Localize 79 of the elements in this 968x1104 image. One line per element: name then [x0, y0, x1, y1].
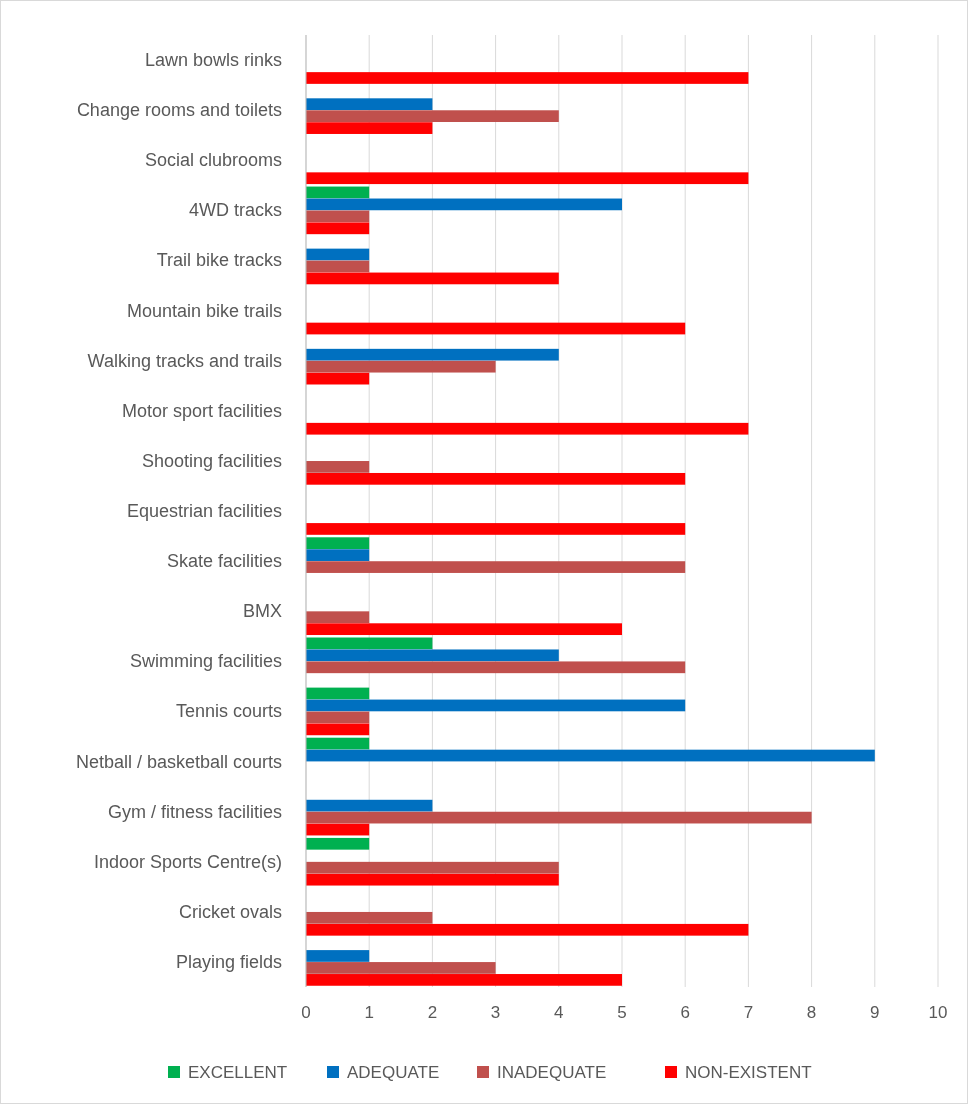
y-tick-label: Gym / fitness facilities — [107, 801, 282, 822]
bar — [306, 210, 370, 223]
bar — [306, 549, 370, 561]
bar — [306, 461, 370, 473]
bar — [306, 723, 370, 736]
bar — [306, 248, 370, 261]
x-tick-label: 3 — [490, 1003, 501, 1022]
bar — [306, 811, 812, 824]
bar — [306, 272, 559, 285]
y-tick-label: Equestrian facilities — [126, 501, 282, 521]
bar — [306, 950, 370, 962]
bar — [306, 611, 370, 624]
y-tick-label: Skate facilities — [166, 551, 282, 572]
y-tick-label: Netball / basketball courts — [75, 751, 282, 772]
bar — [306, 637, 433, 650]
bar — [306, 422, 749, 435]
legend-label: ADEQUATE — [347, 1063, 440, 1082]
x-tick-label: 10 — [928, 1003, 948, 1022]
x-tick-label: 5 — [617, 1003, 627, 1022]
y-tick-label: Playing fields — [175, 951, 282, 972]
bar — [306, 823, 370, 836]
bar — [306, 962, 496, 974]
x-tick-label: 8 — [806, 1003, 817, 1022]
bar — [306, 172, 749, 185]
y-tick-label: 4WD tracks — [188, 200, 282, 221]
bar — [306, 72, 749, 84]
bar — [306, 799, 433, 812]
bar — [306, 322, 686, 335]
bar — [306, 561, 686, 573]
y-tick-label: Social clubrooms — [144, 150, 282, 171]
y-tick-label: BMX — [242, 601, 282, 622]
bar — [306, 623, 622, 636]
bar — [306, 110, 559, 122]
bar — [306, 348, 559, 361]
y-tick-label: Shooting facilities — [141, 450, 282, 471]
bar — [306, 198, 622, 211]
bar — [306, 537, 370, 550]
y-tick-label: Walking tracks and trails — [87, 350, 282, 371]
y-tick-label: Indoor Sports Centre(s) — [93, 851, 282, 872]
y-tick-label: Motor sport facilities — [121, 400, 282, 421]
bar — [306, 661, 686, 674]
bar — [306, 222, 370, 235]
y-tick-label: Cricket ovals — [178, 901, 282, 922]
bar — [306, 472, 686, 485]
bar — [306, 122, 433, 134]
bar — [306, 974, 622, 986]
y-tick-label: Tennis courts — [175, 701, 282, 722]
x-tick-label: 0 — [301, 1003, 311, 1022]
y-tick-label: Trail bike tracks — [156, 250, 282, 271]
x-tick-label: 4 — [554, 1003, 564, 1022]
bar — [306, 861, 559, 874]
x-tick-label: 6 — [680, 1003, 690, 1022]
y-tick-label: Lawn bowls rinks — [144, 50, 282, 71]
legend-label: NON-EXISTENT — [685, 1063, 812, 1082]
bar — [306, 911, 433, 924]
bar — [306, 873, 559, 886]
bar — [306, 837, 370, 850]
bar — [306, 737, 370, 750]
y-tick-label: Change rooms and toilets — [76, 100, 282, 121]
y-tick-label: Swimming facilities — [129, 651, 282, 672]
x-tick-label: 7 — [743, 1003, 754, 1022]
bar — [306, 649, 559, 662]
bar — [306, 372, 370, 385]
bar — [306, 98, 433, 111]
y-tick-label: Mountain bike trails — [126, 300, 282, 321]
x-tick-label: 9 — [870, 1003, 880, 1022]
bar — [306, 687, 370, 700]
bar — [306, 260, 370, 273]
x-tick-label: 2 — [427, 1003, 438, 1022]
bar — [306, 711, 370, 724]
legend-label: INADEQUATE — [497, 1063, 607, 1082]
bar — [306, 749, 875, 762]
bar — [306, 923, 749, 936]
bar — [306, 699, 686, 712]
x-tick-label: 1 — [364, 1003, 374, 1022]
legend-label: EXCELLENT — [188, 1063, 288, 1082]
bar — [306, 523, 686, 535]
bar — [306, 186, 370, 199]
bar — [306, 360, 496, 373]
